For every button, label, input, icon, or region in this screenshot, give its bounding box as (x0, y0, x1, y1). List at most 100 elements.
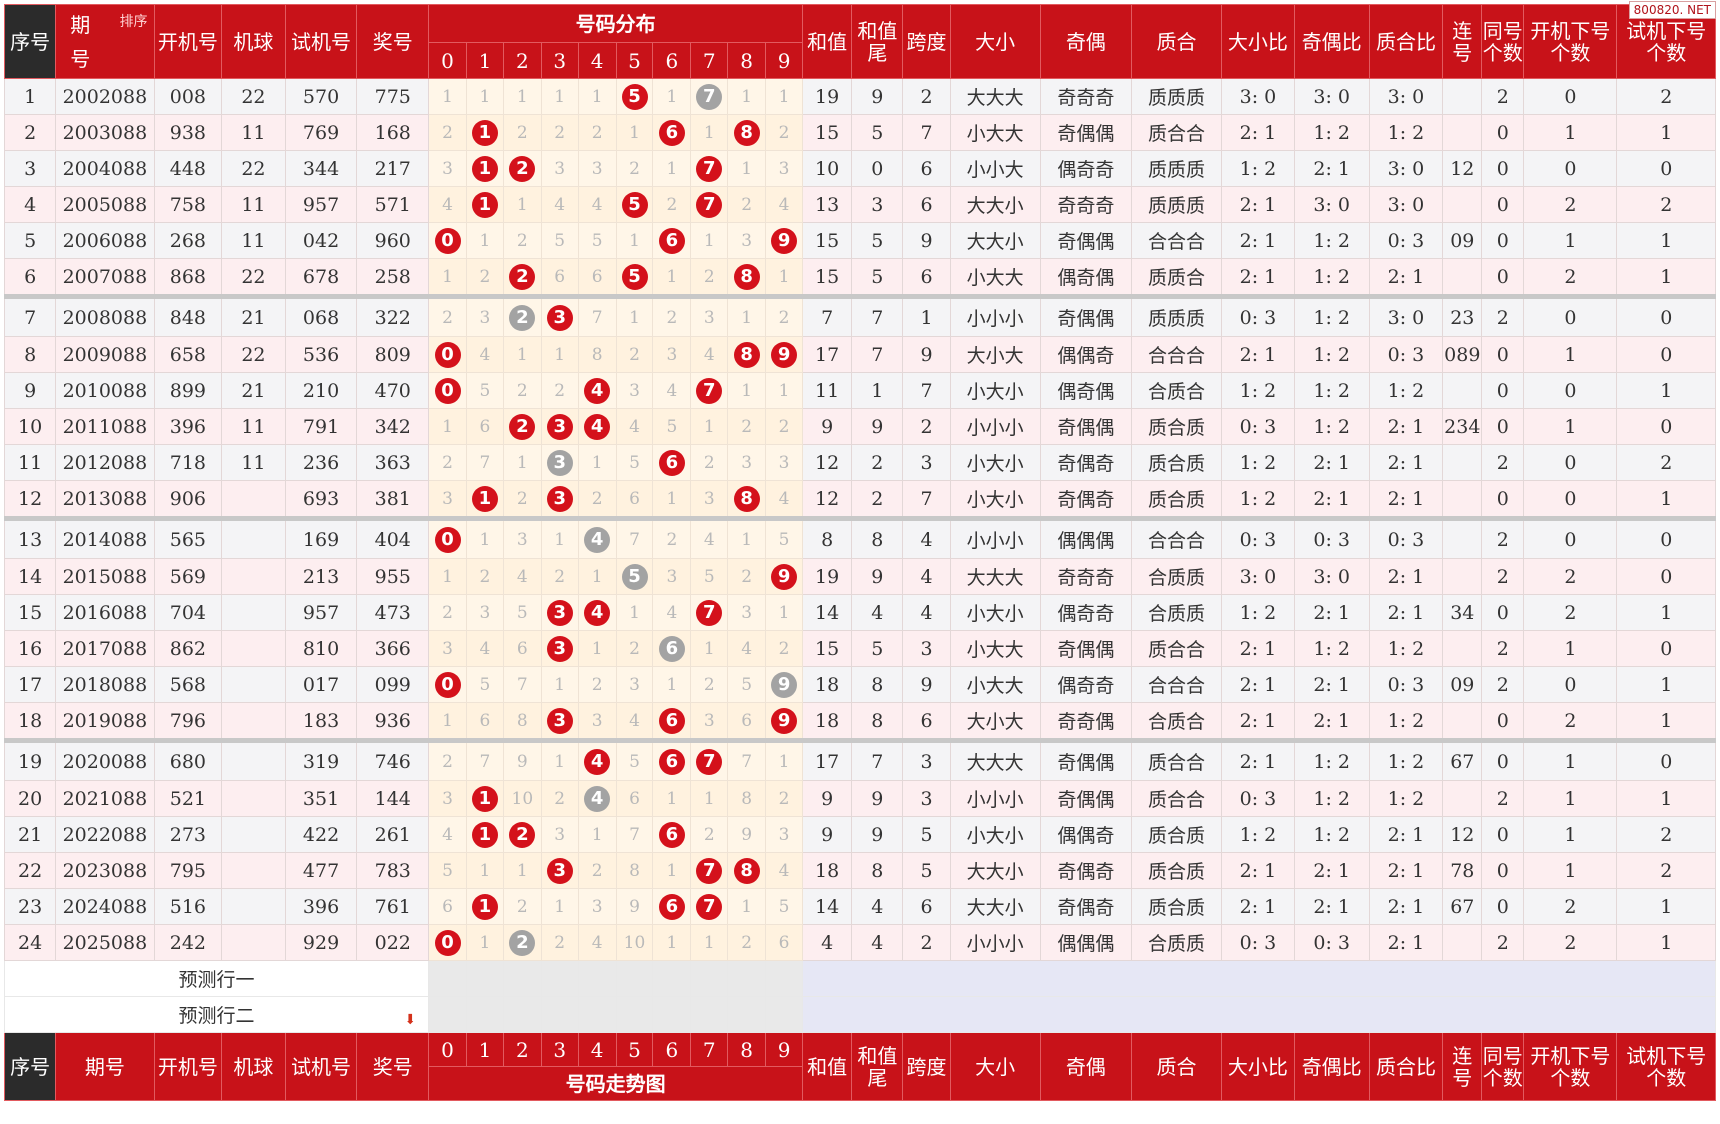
dist-cell-5: 5 (615, 258, 654, 297)
header-seq[interactable]: 序号 (3, 4, 57, 79)
dist-cell-3: 3 (540, 408, 579, 445)
cell-open-number: 680 (153, 738, 223, 781)
prediction-digit-cell[interactable] (428, 960, 467, 997)
drawn-ball: 1 (471, 485, 498, 512)
prediction-label[interactable]: 预测行一 (3, 960, 430, 997)
prediction-label[interactable]: 预测行二 ⬇ (3, 996, 430, 1033)
footer-digit-1: 1 (466, 1032, 504, 1067)
prediction-digit-cell[interactable] (466, 996, 504, 1033)
header-odd-even-ratio[interactable]: 奇偶比 (1293, 4, 1370, 79)
cell-prime-composite: 质合质 (1130, 444, 1223, 481)
cell-machine-ball: 22 (221, 150, 286, 187)
drawn-ball: 1 (471, 119, 498, 146)
header-prime-ratio[interactable]: 质合比 (1368, 4, 1444, 79)
prediction-digit-cell[interactable] (577, 996, 617, 1033)
header-open-next[interactable]: 开机下号个数 (1523, 4, 1618, 79)
cell-sum-tail: 8 (851, 702, 904, 741)
prediction-digit-cell[interactable] (615, 996, 654, 1033)
sort-button[interactable]: 排序 (119, 14, 148, 30)
header-size[interactable]: 大小 (949, 4, 1041, 79)
table-row: 16 2017088 862 810 366 3 4 6 3 1 2 6 1 4 2 15 5 3 小大大 奇偶偶 质合… (3, 630, 1716, 667)
prediction-digit-cell[interactable] (765, 960, 804, 997)
header-prime-composite[interactable]: 质合 (1130, 4, 1223, 79)
header-trial[interactable]: 试机号 (284, 4, 358, 79)
cell-consecutive: 09 (1442, 222, 1483, 259)
cell-trial-next-count: 0 (1616, 516, 1716, 559)
dist-cell-3: 2 (540, 924, 579, 961)
header-prize[interactable]: 奖号 (356, 4, 430, 79)
prediction-digit-cell[interactable] (466, 960, 504, 997)
prediction-digit-cell[interactable] (502, 996, 542, 1033)
drawn-ball: 7 (696, 155, 723, 182)
prediction-digit-cell[interactable] (502, 960, 542, 997)
prediction-digit-cell[interactable] (765, 996, 804, 1033)
cell-size-ratio: 0: 3 (1221, 780, 1295, 817)
header-same-count[interactable]: 同号个数 (1481, 4, 1525, 79)
dist-cell-1: 1 (466, 780, 504, 817)
cell-trial-next-count: 0 (1616, 630, 1716, 667)
dist-cell-6: 1 (652, 666, 692, 703)
dist-cell-7: 2 (690, 258, 729, 297)
cell-size: 小小小 (949, 780, 1041, 817)
repeat-ball: 5 (621, 563, 648, 590)
dist-cell-8: 8 (727, 114, 767, 151)
cell-machine-ball (221, 888, 286, 925)
cell-span: 7 (902, 114, 951, 151)
cell-size: 小大大 (949, 258, 1041, 297)
prediction-row[interactable]: 预测行二 ⬇ (3, 996, 1716, 1033)
prediction-digit-cell[interactable] (727, 996, 767, 1033)
cell-period: 2017088 (55, 630, 155, 667)
cell-period: 2023088 (55, 852, 155, 889)
prediction-digit-cell[interactable] (428, 996, 467, 1033)
header-odd-even[interactable]: 奇偶 (1039, 4, 1132, 79)
cell-span: 3 (902, 630, 951, 667)
prediction-digit-cell[interactable] (727, 960, 767, 997)
cell-sum-tail: 8 (851, 516, 904, 559)
cell-size: 大大大 (949, 78, 1041, 115)
prediction-digit-cell[interactable] (690, 960, 729, 997)
dist-cell-1: 6 (466, 408, 504, 445)
dist-cell-0: 0 (428, 516, 467, 559)
cell-open-next-count: 0 (1523, 150, 1618, 187)
dist-cell-4: 7 (577, 294, 617, 337)
header-open[interactable]: 开机号 (153, 4, 223, 79)
cell-trial-number: 957 (284, 186, 358, 223)
prediction-digit-cell[interactable] (690, 996, 729, 1033)
cell-same-count: 0 (1481, 114, 1525, 151)
cell-open-number: 521 (153, 780, 223, 817)
cell-odd-even-ratio: 0: 3 (1293, 924, 1370, 961)
prediction-digit-cell[interactable] (540, 996, 579, 1033)
cell-odd-even-ratio: 1: 2 (1293, 630, 1370, 667)
header-size-ratio[interactable]: 大小比 (1221, 4, 1295, 79)
cell-open-next-count: 1 (1523, 222, 1618, 259)
arrow-down-icon[interactable]: ⬇ (404, 1012, 417, 1028)
cell-size: 小大大 (949, 630, 1041, 667)
cell-trial-number: 422 (284, 816, 358, 853)
prediction-digit-cell[interactable] (652, 960, 692, 997)
header-sum[interactable]: 和值 (802, 4, 853, 79)
cell-prize-number: 783 (356, 852, 430, 889)
cell-consecutive (1442, 516, 1483, 559)
prediction-digit-cell[interactable] (577, 960, 617, 997)
header-sum-tail[interactable]: 和值尾 (851, 4, 904, 79)
cell-open-next-count: 1 (1523, 114, 1618, 151)
cell-size-ratio: 2: 1 (1221, 258, 1295, 297)
header-span[interactable]: 跨度 (902, 4, 951, 79)
prediction-digit-cell[interactable] (615, 960, 654, 997)
cell-prize-number: 470 (356, 372, 430, 409)
cell-prime-composite: 质合质 (1130, 480, 1223, 519)
prediction-digit-cell[interactable] (540, 960, 579, 997)
cell-odd-even: 偶偶奇 (1039, 336, 1132, 373)
dist-cell-6: 5 (652, 408, 692, 445)
cell-size-ratio: 2: 1 (1221, 702, 1295, 741)
dist-cell-9: 3 (765, 444, 804, 481)
header-period[interactable]: 期号 排序 (55, 4, 155, 79)
header-consecutive[interactable]: 连号 (1442, 4, 1483, 79)
prediction-digit-cell[interactable] (652, 996, 692, 1033)
dist-cell-4: 1 (577, 558, 617, 595)
header-machine[interactable]: 机球 (221, 4, 286, 79)
drawn-ball: 0 (434, 377, 461, 404)
dist-cell-3: 1 (540, 336, 579, 373)
prediction-row[interactable]: 预测行一 (3, 960, 1716, 997)
cell-prime-ratio: 3: 0 (1368, 150, 1444, 187)
